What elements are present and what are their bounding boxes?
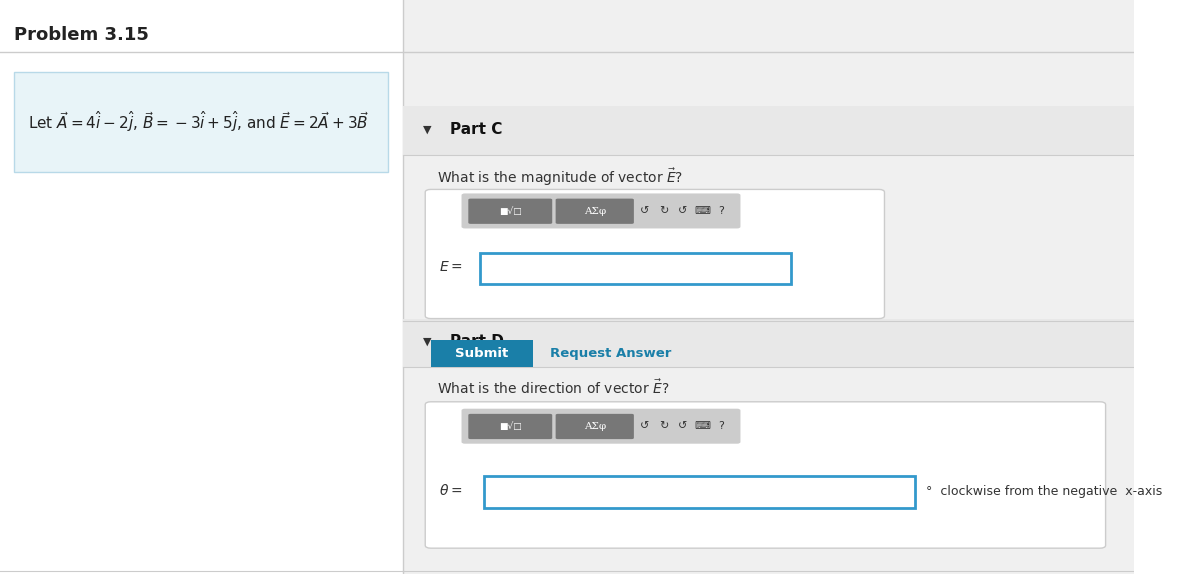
FancyBboxPatch shape [402,0,1134,574]
FancyBboxPatch shape [556,414,634,439]
Text: ↻: ↻ [659,206,668,216]
FancyBboxPatch shape [480,253,792,284]
FancyBboxPatch shape [462,193,740,228]
Text: ■√□: ■√□ [499,207,522,216]
FancyBboxPatch shape [402,319,1134,367]
Text: ⌨: ⌨ [694,421,710,432]
Text: ↺: ↺ [640,206,649,216]
FancyBboxPatch shape [425,402,1105,548]
Text: Problem 3.15: Problem 3.15 [13,26,149,44]
Text: Part C: Part C [450,122,503,137]
Text: What is the magnitude of vector $\vec{E}$?: What is the magnitude of vector $\vec{E}… [437,166,683,188]
Text: Request Answer: Request Answer [550,347,671,360]
Text: ↻: ↻ [659,421,668,432]
FancyBboxPatch shape [468,199,552,224]
Text: ↺: ↺ [678,206,688,216]
FancyBboxPatch shape [425,189,884,319]
Text: ▼: ▼ [422,337,432,347]
Text: AΣφ: AΣφ [584,207,606,216]
Text: $E =$: $E =$ [439,260,462,274]
Text: $\theta =$: $\theta =$ [439,483,462,498]
FancyBboxPatch shape [13,72,388,172]
Text: AΣφ: AΣφ [584,422,606,431]
Text: ▼: ▼ [422,125,432,134]
FancyBboxPatch shape [431,340,533,367]
Text: ↺: ↺ [640,421,649,432]
FancyBboxPatch shape [468,414,552,439]
Text: Let $\vec{A} = 4\hat{i} - 2\hat{j}$, $\vec{B} = -3\hat{i} + 5\hat{j}$, and $\vec: Let $\vec{A} = 4\hat{i} - 2\hat{j}$, $\v… [29,109,370,134]
Text: ■√□: ■√□ [499,422,522,431]
Text: What is the direction of vector $\vec{E}$?: What is the direction of vector $\vec{E}… [437,379,668,397]
FancyBboxPatch shape [556,199,634,224]
Text: ?: ? [719,421,724,432]
FancyBboxPatch shape [402,106,1134,155]
Text: ?: ? [719,206,724,216]
Text: Part D: Part D [450,334,504,350]
FancyBboxPatch shape [484,476,916,508]
FancyBboxPatch shape [0,0,402,574]
Text: °  clockwise from the negative  x-axis: ° clockwise from the negative x-axis [926,486,1163,498]
Text: ↺: ↺ [678,421,688,432]
Text: ⌨: ⌨ [694,206,710,216]
Text: Submit: Submit [455,347,509,360]
FancyBboxPatch shape [462,409,740,444]
